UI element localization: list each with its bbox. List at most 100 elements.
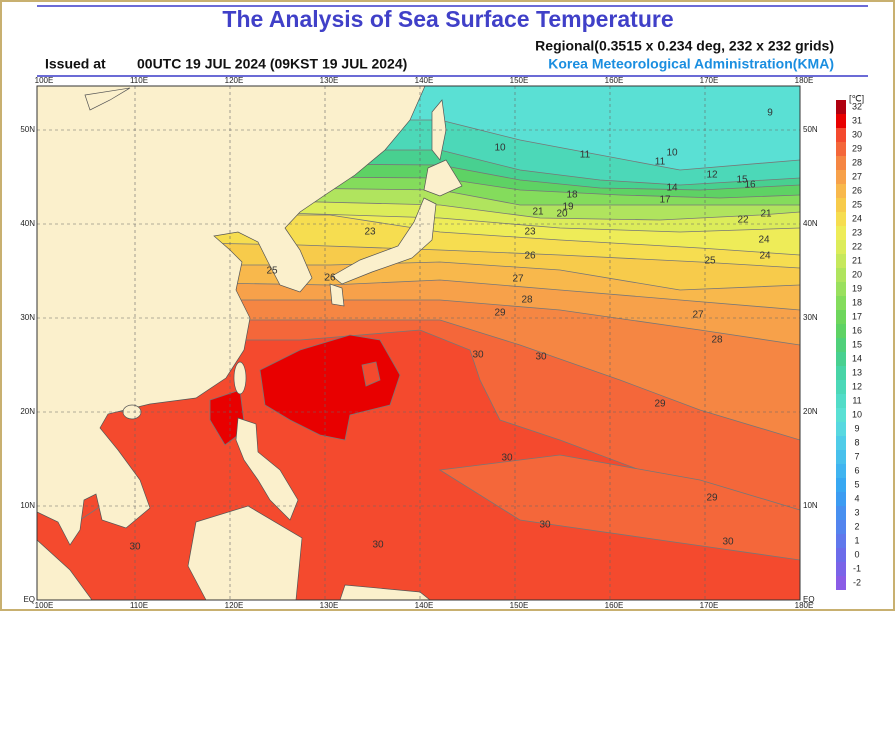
contour-label: 11 bbox=[580, 150, 591, 161]
colorbar-label: 13 bbox=[852, 367, 862, 377]
colorbar-swatch bbox=[836, 198, 846, 212]
colorbar-label: 27 bbox=[852, 171, 862, 181]
contour-label: 17 bbox=[659, 195, 671, 206]
contour-label: 19 bbox=[562, 202, 574, 213]
colorbar-label: -2 bbox=[853, 577, 861, 587]
colorbar-swatch bbox=[836, 394, 846, 408]
honshu bbox=[331, 197, 437, 285]
colorbar-swatch bbox=[836, 100, 846, 114]
land bbox=[37, 86, 463, 600]
colorbar-swatch bbox=[836, 240, 846, 254]
colorbar-label: 10 bbox=[852, 409, 862, 419]
lat-label-right: 50N bbox=[803, 125, 818, 134]
lon-label-bottom: 170E bbox=[700, 601, 719, 610]
isotherm bbox=[37, 204, 800, 233]
colorbar-label: 24 bbox=[852, 213, 862, 223]
colorbar-label: 22 bbox=[852, 241, 862, 251]
asia-mainland bbox=[37, 86, 426, 546]
lon-label-bottom: 130E bbox=[320, 601, 339, 610]
contour-label: 16 bbox=[744, 180, 756, 191]
lon-label-top: 110E bbox=[130, 76, 148, 85]
map-border bbox=[36, 85, 801, 601]
taiwan bbox=[233, 361, 247, 395]
lon-label-top: 160E bbox=[605, 76, 624, 85]
sst-patch bbox=[259, 334, 401, 441]
colorbar-swatch bbox=[836, 576, 846, 590]
axes: 100E 100E 110E 110E 120E 120E 130E 130E 140E 140E… bbox=[20, 76, 818, 610]
contour-label: 9 bbox=[767, 108, 773, 119]
colorbar-label: 12 bbox=[852, 381, 862, 391]
lat-label-left: 50N bbox=[20, 125, 35, 134]
colorbar-label: 2 bbox=[854, 521, 859, 531]
contour-label: 30 bbox=[722, 537, 734, 548]
lon-label-top: 120E bbox=[225, 76, 244, 85]
colorbar-swatch bbox=[836, 492, 846, 506]
colorbar-swatch bbox=[836, 184, 846, 198]
contour-label: 14 bbox=[666, 183, 678, 194]
colorbar-label: 4 bbox=[854, 493, 859, 503]
contour-label: 11 bbox=[655, 157, 666, 168]
colorbar-swatch bbox=[836, 506, 846, 520]
colorbar-swatch bbox=[836, 296, 846, 310]
colorbar-label: 9 bbox=[854, 423, 859, 433]
colorbar-swatch bbox=[836, 352, 846, 366]
contour-label: 24 bbox=[759, 251, 771, 262]
contour-label: 18 bbox=[566, 190, 578, 201]
colorbar-label: 25 bbox=[852, 199, 862, 209]
colorbar-swatch bbox=[836, 254, 846, 268]
lon-label-top: 130E bbox=[320, 76, 339, 85]
new-guinea bbox=[339, 584, 431, 600]
contour-label: 30 bbox=[129, 542, 141, 553]
colorbar-swatch bbox=[836, 478, 846, 492]
colorbar-label: 6 bbox=[854, 465, 859, 475]
lon-label-top: 100E bbox=[35, 76, 54, 85]
contour-label: 29 bbox=[494, 308, 506, 319]
colorbar-swatch bbox=[836, 464, 846, 478]
contour-label: 10 bbox=[494, 143, 506, 154]
colorbar-swatch bbox=[836, 380, 846, 394]
hainan bbox=[122, 404, 142, 420]
isotherm bbox=[37, 319, 800, 441]
colorbar-label: 23 bbox=[852, 227, 862, 237]
colorbar-label: -1 bbox=[853, 563, 861, 573]
lat-label-right: EQ bbox=[803, 595, 815, 604]
sumatra bbox=[37, 539, 93, 600]
lat-label-left: 30N bbox=[20, 313, 35, 322]
issued-label: Issued at bbox=[45, 56, 106, 72]
colorbar-swatch bbox=[836, 226, 846, 240]
colorbar-label: 5 bbox=[854, 479, 859, 489]
lon-label-top: 150E bbox=[510, 76, 529, 85]
colorbar-swatch bbox=[836, 170, 846, 184]
sst-patch bbox=[361, 361, 381, 387]
contour-label: 20 bbox=[556, 209, 568, 220]
colorbar-label: 14 bbox=[852, 353, 862, 363]
colorbar-label: 0 bbox=[854, 549, 859, 559]
isotherm bbox=[37, 299, 800, 346]
colorbar-swatch bbox=[836, 534, 846, 548]
contour-label: 21 bbox=[532, 207, 544, 218]
contour-label: 24 bbox=[758, 235, 770, 246]
contour-label: 30 bbox=[539, 520, 551, 531]
contour-label: 15 bbox=[736, 175, 748, 186]
colorbar-label: 30 bbox=[852, 129, 862, 139]
colorbar-label: 26 bbox=[852, 185, 862, 195]
lat-label-right: 30N bbox=[803, 313, 818, 322]
grid-info: Regional(0.3515 x 0.234 deg, 232 x 232 g… bbox=[535, 38, 834, 54]
colorbar-swatch bbox=[836, 310, 846, 324]
colorbar-swatch bbox=[836, 338, 846, 352]
isotherm bbox=[37, 174, 800, 199]
contour-label: 23 bbox=[524, 227, 536, 238]
sst-patch bbox=[209, 389, 246, 446]
colorbar-swatch bbox=[836, 324, 846, 338]
lat-label-left: 10N bbox=[20, 501, 35, 510]
contour-label: 22 bbox=[737, 215, 749, 226]
lake-coast bbox=[84, 87, 131, 111]
contour-label: 29 bbox=[706, 493, 718, 504]
colorbar-label: 1 bbox=[854, 535, 859, 545]
contour-label: 30 bbox=[501, 453, 513, 464]
colorbar-label: 8 bbox=[854, 437, 859, 447]
contour-label: 28 bbox=[711, 335, 723, 346]
lat-label-right: 40N bbox=[803, 219, 818, 228]
